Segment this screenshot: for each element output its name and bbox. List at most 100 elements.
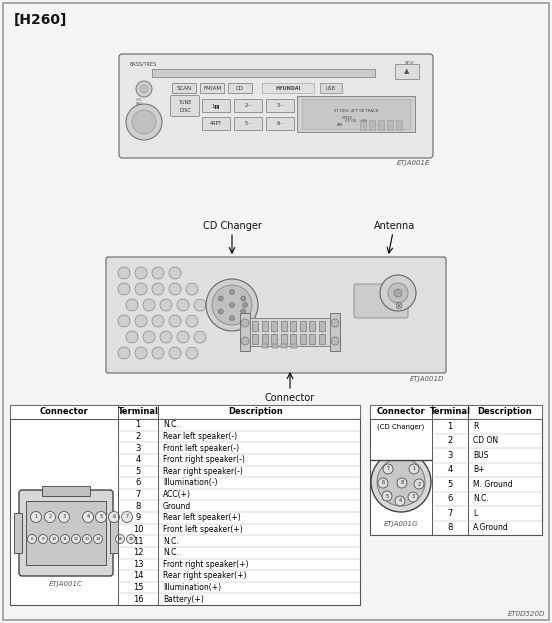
Text: Rear left speaker(+): Rear left speaker(+): [163, 513, 241, 522]
Bar: [290, 321, 296, 331]
Circle shape: [230, 303, 235, 308]
Circle shape: [152, 315, 164, 327]
Text: 5: 5: [447, 480, 453, 489]
Circle shape: [186, 283, 198, 295]
Circle shape: [135, 283, 147, 295]
Circle shape: [126, 299, 138, 311]
Text: 1: 1: [412, 467, 416, 472]
Text: 3: 3: [135, 444, 141, 452]
Text: Illumination(-): Illumination(-): [163, 478, 217, 487]
Circle shape: [241, 337, 249, 345]
Text: BUS: BUS: [473, 451, 489, 460]
Text: M. Ground: M. Ground: [473, 480, 513, 489]
Text: Front right speaker(+): Front right speaker(+): [163, 560, 248, 569]
Text: 3: 3: [411, 495, 415, 500]
Text: 6···: 6···: [276, 121, 284, 126]
Bar: [234, 99, 262, 112]
Text: 5···: 5···: [244, 121, 252, 126]
Circle shape: [50, 535, 59, 543]
Text: AM: AM: [337, 123, 343, 127]
Circle shape: [218, 309, 223, 314]
Text: 4: 4: [447, 465, 453, 474]
Text: 1: 1: [447, 422, 453, 430]
Circle shape: [194, 299, 206, 311]
Bar: [262, 321, 268, 331]
Bar: [272, 344, 278, 348]
Text: USB: USB: [326, 85, 336, 90]
FancyBboxPatch shape: [119, 54, 433, 158]
Text: L: L: [473, 509, 477, 518]
Text: 11: 11: [62, 537, 67, 541]
Bar: [234, 117, 262, 130]
Bar: [280, 321, 286, 331]
Text: R: R: [473, 422, 479, 430]
Circle shape: [160, 331, 172, 343]
Bar: [228, 83, 252, 93]
Circle shape: [331, 337, 339, 345]
Circle shape: [371, 452, 431, 512]
Circle shape: [186, 347, 198, 359]
Bar: [369, 120, 375, 130]
Circle shape: [95, 511, 107, 523]
Text: FM/AM: FM/AM: [203, 85, 221, 90]
Text: 1▮▮: 1▮▮: [212, 103, 220, 108]
Circle shape: [169, 267, 181, 279]
Text: 6: 6: [113, 515, 115, 520]
Bar: [252, 321, 258, 331]
Text: 2: 2: [447, 436, 453, 445]
Circle shape: [177, 331, 189, 343]
Circle shape: [59, 511, 70, 523]
Circle shape: [394, 289, 402, 297]
Bar: [300, 334, 305, 344]
Text: ET0D520D: ET0D520D: [508, 611, 545, 617]
Circle shape: [377, 458, 425, 506]
Bar: [152, 69, 375, 77]
Circle shape: [30, 511, 41, 523]
Circle shape: [132, 110, 156, 134]
Text: 16: 16: [129, 537, 134, 541]
Text: 3···: 3···: [276, 103, 284, 108]
Circle shape: [241, 319, 249, 327]
Bar: [360, 120, 366, 130]
Text: Description: Description: [477, 407, 532, 417]
Text: 7: 7: [125, 515, 129, 520]
Circle shape: [152, 347, 164, 359]
Text: VOL: VOL: [136, 98, 143, 102]
Circle shape: [331, 319, 339, 327]
Bar: [250, 318, 330, 346]
Circle shape: [39, 535, 47, 543]
Circle shape: [206, 279, 258, 331]
Text: 2: 2: [49, 515, 51, 520]
Text: Front right speaker(-): Front right speaker(-): [163, 455, 245, 464]
Circle shape: [109, 511, 119, 523]
Text: 10: 10: [132, 525, 144, 534]
Bar: [200, 83, 224, 93]
Text: CD: CD: [236, 85, 244, 90]
Circle shape: [169, 283, 181, 295]
Text: [H260]: [H260]: [14, 13, 67, 27]
Text: 16: 16: [132, 595, 144, 604]
Circle shape: [45, 511, 56, 523]
Circle shape: [143, 331, 155, 343]
Bar: [309, 321, 315, 331]
Text: ETJA001C: ETJA001C: [49, 581, 83, 587]
Text: 15: 15: [132, 583, 144, 592]
Bar: [387, 120, 393, 130]
Circle shape: [194, 331, 206, 343]
Bar: [262, 334, 268, 344]
Text: 2···: 2···: [244, 103, 252, 108]
Text: 9: 9: [135, 513, 141, 522]
Bar: [262, 344, 268, 348]
Text: 8: 8: [400, 480, 404, 485]
Text: Rear right speaker(-): Rear right speaker(-): [163, 467, 243, 476]
Text: 10: 10: [51, 537, 56, 541]
Circle shape: [378, 478, 388, 488]
Text: 3: 3: [447, 451, 453, 460]
Bar: [271, 334, 277, 344]
FancyBboxPatch shape: [106, 257, 446, 373]
Text: 5: 5: [99, 515, 103, 520]
Text: ⊗: ⊗: [394, 301, 402, 311]
Text: Terminal: Terminal: [118, 407, 158, 417]
FancyBboxPatch shape: [354, 284, 408, 318]
Text: BAS: BAS: [136, 102, 143, 106]
